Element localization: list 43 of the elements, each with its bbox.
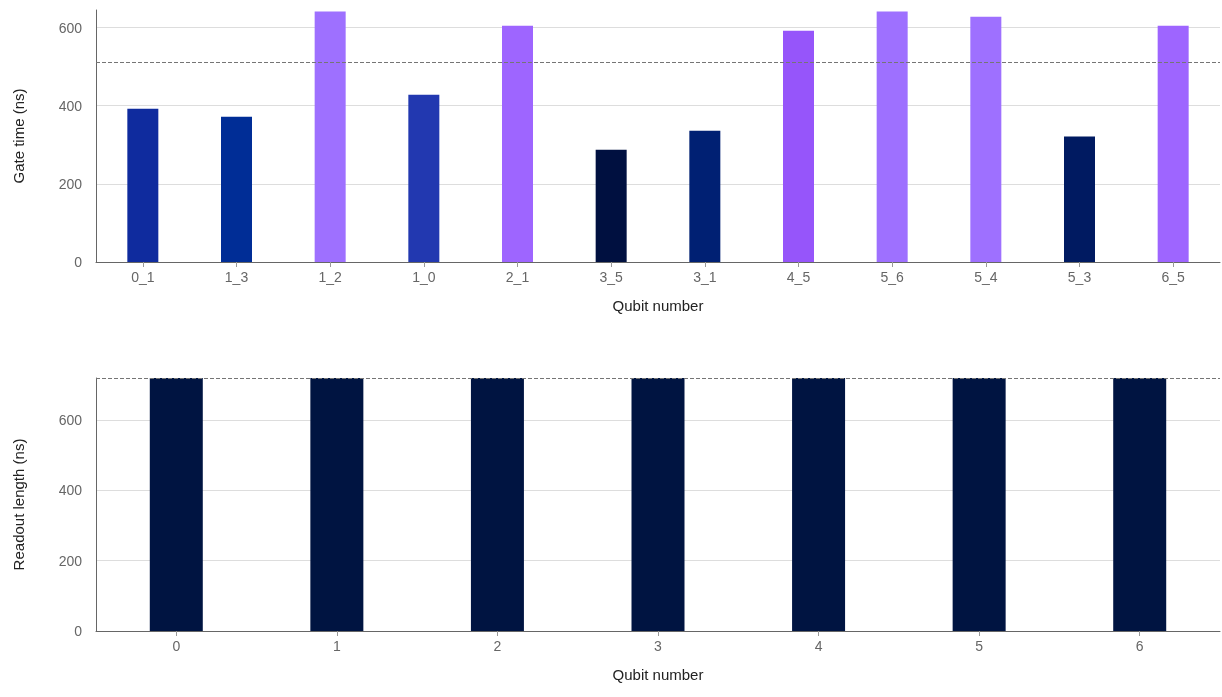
bar (970, 16, 1002, 262)
bar (689, 130, 721, 262)
x-tick-label: 1_2 (318, 269, 343, 285)
x-tick-label: 1_3 (224, 269, 249, 285)
x-tick-label: 3_5 (599, 269, 624, 285)
bar (408, 94, 440, 262)
bar (127, 108, 159, 262)
x-tick-label: 6 (1135, 638, 1144, 654)
y-tick-label: 400 (58, 482, 83, 499)
y-tick-label: 0 (74, 623, 83, 639)
x-tick-label: 5 (975, 638, 984, 654)
x-tick-label: 5_3 (1067, 269, 1092, 285)
y-tick-label: 0 (74, 254, 83, 270)
bar (876, 11, 908, 262)
x-tick-label: 1 (332, 638, 341, 654)
y-tick-label: 400 (58, 97, 83, 114)
y-tick-label: 200 (58, 175, 83, 192)
x-axis-title: Qubit number (612, 666, 704, 683)
x-tick-label: 5_6 (880, 269, 905, 285)
bar (1064, 136, 1095, 262)
y-tick-label: 600 (58, 412, 83, 429)
y-axis-title: Readout length (ns) (10, 438, 27, 571)
x-tick-label: 6_5 (1161, 269, 1186, 285)
x-tick-label: 3 (654, 638, 663, 654)
bar (595, 149, 627, 262)
x-axis-title: Qubit number (612, 297, 704, 314)
y-tick-label: 200 (58, 552, 83, 569)
y-axis-title: Gate time (ns) (10, 88, 27, 184)
x-tick-label: 4_5 (786, 269, 811, 285)
bar (502, 25, 533, 262)
x-tick-label: 5_4 (974, 269, 998, 285)
y-tick-label: 600 (58, 19, 83, 36)
x-tick-label: 0_1 (131, 269, 155, 285)
bar (221, 116, 252, 262)
bar (1157, 25, 1189, 262)
x-tick-label: 2_1 (505, 269, 530, 285)
x-tick-label: 4 (814, 638, 823, 654)
x-tick-label: 2 (493, 638, 502, 654)
x-tick-label: 0 (172, 638, 181, 654)
x-tick-label: 1_0 (412, 269, 436, 285)
bar (783, 30, 814, 262)
x-tick-label: 3_1 (693, 269, 717, 285)
bar (314, 11, 346, 262)
